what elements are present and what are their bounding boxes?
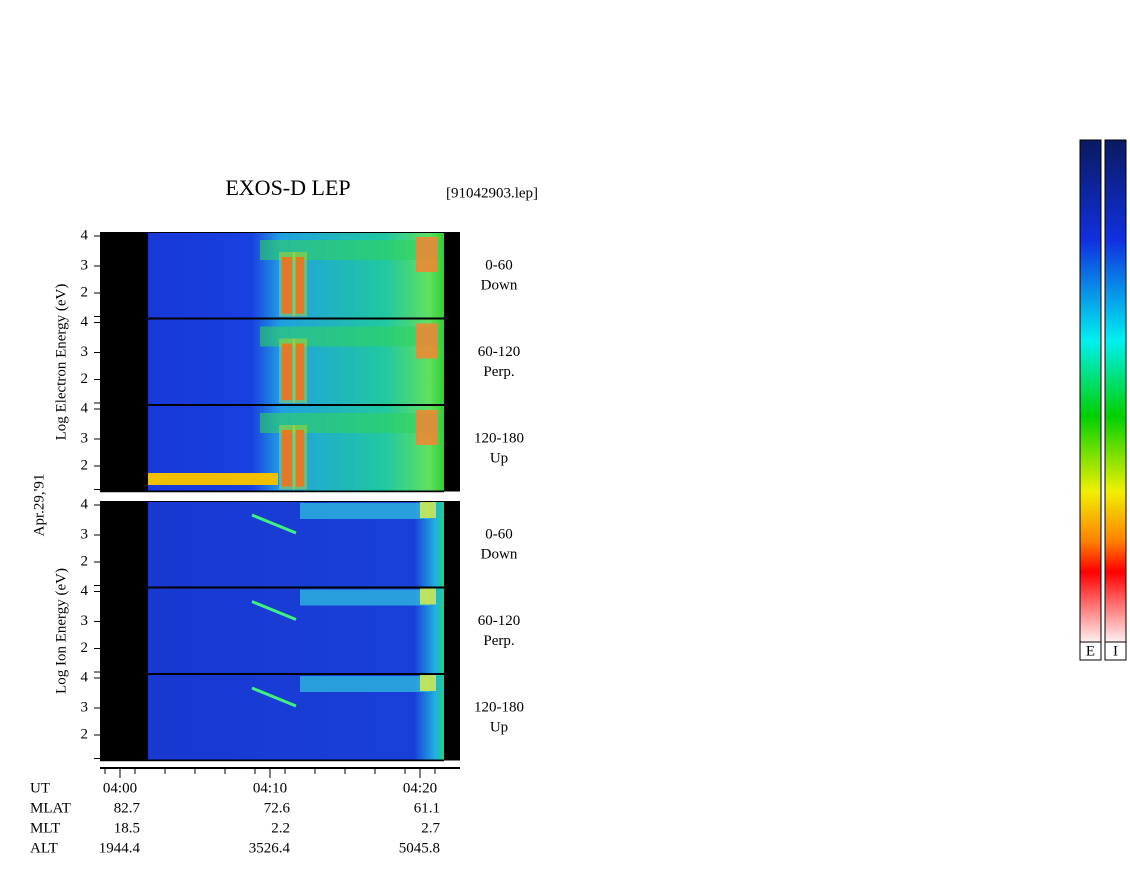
panel-sublabel: Down — [481, 547, 518, 563]
spectrogram-band — [300, 503, 430, 519]
axis-label: Log Electron Energy (eV) — [53, 284, 69, 441]
spacer — [0, 0, 1, 1]
row-value: 1944.4 — [99, 840, 141, 856]
panel-sublabel: Down — [481, 278, 518, 294]
spectrogram-streak — [251, 686, 297, 708]
spectrogram-band — [260, 326, 440, 347]
spectrogram-burst — [282, 343, 292, 400]
spectrogram-burst — [416, 410, 438, 445]
row-name: UT — [30, 780, 50, 796]
row-value: 04:10 — [253, 780, 287, 796]
row-name: ALT — [30, 840, 58, 856]
panel-label: 0-60 — [485, 258, 513, 274]
spectrogram-burst — [420, 502, 436, 518]
spectrogram-burst — [279, 252, 295, 317]
y-tick-label: 2 — [81, 726, 89, 742]
spectrogram-burst — [279, 425, 295, 490]
spectrogram-burst — [420, 588, 436, 605]
row-value: 61.1 — [414, 800, 440, 816]
y-tick-label: 2 — [81, 553, 89, 569]
panel-label: 120-180 — [474, 700, 524, 716]
panel-label: 60-120 — [478, 613, 521, 629]
file-name: [91042903.lep] — [446, 185, 538, 201]
y-tick-label: 3 — [81, 257, 89, 273]
panel-label: 120-180 — [474, 431, 524, 447]
spectrogram-burst — [282, 257, 292, 314]
spectrogram-burst — [279, 338, 295, 403]
y-tick-label: 3 — [81, 526, 89, 542]
spectrogram-burst — [420, 675, 436, 691]
row-name: MLAT — [30, 800, 71, 816]
row-name: MLT — [30, 820, 60, 836]
y-tick-label: 3 — [81, 344, 89, 360]
row-value: 72.6 — [264, 800, 291, 816]
y-tick-label: 4 — [81, 227, 89, 243]
y-tick-label: 2 — [81, 284, 89, 300]
spectrogram-band — [148, 473, 278, 485]
y-tick-label: 4 — [81, 400, 89, 416]
spectrogram-burst — [293, 252, 307, 317]
y-tick-label: 4 — [81, 314, 89, 330]
plots: Log Electron Energy (eV) 2 3 4 0-60 Down 2 3 4 60… — [53, 227, 524, 762]
y-tick-label: 3 — [81, 430, 89, 446]
panel-sublabel: Up — [490, 451, 508, 467]
time-ticks — [104, 768, 436, 778]
row-value: 2.2 — [271, 820, 290, 836]
colorbar-label: I — [1113, 643, 1118, 659]
orbit-rows: UT 04:00 04:10 04:20 MLAT 82.7 72.6 61.1 MLT 18.5… — [30, 780, 441, 856]
panel-sublabel: Perp. — [483, 364, 514, 380]
title: EXOS-D LEP — [225, 175, 350, 200]
colorbar-box — [1079, 641, 1102, 661]
y-tick-label: 4 — [81, 669, 89, 685]
panel-sublabel: Perp. — [483, 633, 514, 649]
row-value: 5045.8 — [399, 840, 440, 856]
panel-label: 60-120 — [478, 344, 521, 360]
spectrogram-burst — [416, 237, 438, 272]
y-tick-label: 4 — [81, 496, 89, 512]
spectrogram-band — [260, 240, 440, 260]
spectrogram-band — [300, 589, 430, 606]
panel-label: 0-60 — [485, 527, 513, 543]
y-tick-label: 4 — [81, 583, 89, 599]
y-tick-label: 2 — [81, 457, 89, 473]
row-value: 82.7 — [114, 800, 141, 816]
spectrogram-band — [300, 676, 430, 692]
spectrogram-burst — [293, 425, 307, 490]
row-value: 18.5 — [114, 820, 140, 836]
spectrogram-burst — [282, 430, 292, 487]
row-value: 2.7 — [421, 820, 440, 836]
colorbar — [1079, 139, 1102, 643]
axis-label: Log Ion Energy (eV) — [53, 568, 69, 694]
row-value: 04:00 — [103, 780, 137, 796]
spectrogram-burst — [296, 257, 304, 314]
y-tick-label: 2 — [81, 640, 89, 656]
spectrogram-burst — [296, 343, 304, 400]
y-tick-label: 2 — [81, 371, 89, 387]
spectrogram-burst — [293, 338, 307, 403]
spectrogram-streak — [251, 513, 297, 535]
spectrogram-burst — [416, 323, 438, 359]
date: Apr.29,'91 — [31, 474, 47, 537]
y-tick-label: 3 — [81, 613, 89, 629]
y-tick-label: 3 — [81, 699, 89, 715]
colorbar-box — [1104, 641, 1127, 661]
row-value: 04:20 — [403, 780, 437, 796]
spectrogram-burst — [296, 430, 304, 487]
spectrogram-band — [260, 413, 440, 433]
spectrogram-streak — [251, 600, 297, 621]
colorbar — [1104, 139, 1127, 643]
colorbar-label: E — [1086, 643, 1095, 659]
panel-sublabel: Up — [490, 720, 508, 736]
row-value: 3526.4 — [249, 840, 291, 856]
